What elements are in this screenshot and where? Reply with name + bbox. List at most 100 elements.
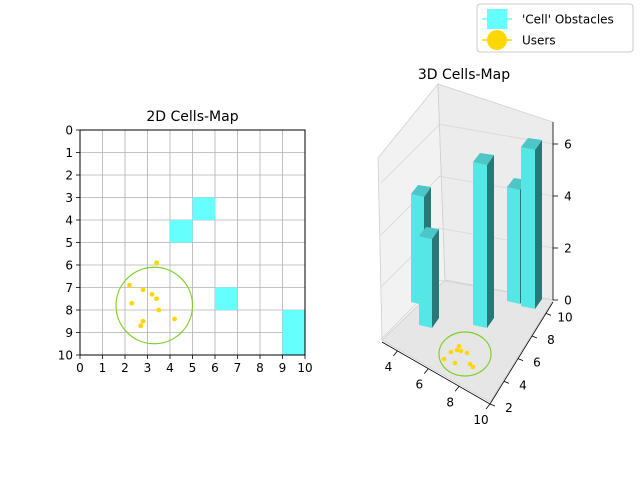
x3d-tick-label: 6 [415,378,423,392]
x-tick-label: 6 [211,361,219,375]
legend-frame [476,3,634,53]
z3d-tick-label: 0 [564,294,572,308]
bar-top-face [521,138,542,150]
user-point [149,291,155,297]
bar-front-face [419,236,432,328]
x-tick-label: 4 [166,361,174,375]
chart-2d-x-ticks: 0 1 2 3 4 5 6 7 8 9 10 [76,355,313,375]
chart-2d-users [127,260,177,329]
x3d-tick-label: 8 [446,395,454,409]
user-point-3d [452,360,458,366]
x3d-tick-mark [423,368,429,374]
legend-obstacles-label: 'Cell' Obstacles [522,13,614,27]
user-point [127,282,132,288]
coverage-circle-3d [438,331,492,377]
y3d-tick-mark [545,312,552,316]
grid-line-z [380,175,441,236]
chart-3d-users [441,343,476,370]
bar-top-face [473,153,494,165]
user-point [140,318,146,324]
chart-2d-coverage [115,266,194,345]
user-point-3d [464,350,470,356]
y-tick-label: 10 [58,349,73,363]
bar-front-face [521,147,535,309]
y-tick-label: 1 [65,146,73,160]
bar-side-face [432,229,439,328]
legend-users-label: Users [522,34,556,48]
bar-front-face [507,187,520,304]
user-point [154,296,159,302]
legend: 'Cell' Obstacles Users [476,3,634,53]
bar-top-face [411,185,431,197]
bar-side-face [487,155,494,328]
legend-item-obstacles: 'Cell' Obstacles [482,9,614,29]
user-point [138,323,144,329]
obstacle-cell [215,287,238,310]
y3d-tick-label: 8 [547,333,555,347]
z3d-tick-label: 4 [564,190,572,204]
chart-3d-x-axis-line [381,341,491,405]
obstacle-cell [192,197,215,220]
bar-side-face [535,140,542,309]
z3d-tick-label: 6 [564,138,572,152]
x-tick-label: 1 [99,361,107,375]
bar-3d [473,153,494,328]
x-tick-label: 3 [144,361,152,375]
y-tick-label: 5 [65,236,73,250]
y-tick-label: 9 [65,326,73,340]
x3d-tick-mark [454,386,460,392]
user-point-3d [454,347,460,353]
chart-2d-title: 2D Cells-Map [146,109,238,125]
chart-2d-y-ticks: 0 1 2 3 4 5 6 7 8 9 10 [58,124,80,363]
x3d-tick-mark [485,403,491,410]
y-tick-label: 3 [65,191,73,205]
chart-3d-y-axis-line [489,301,554,405]
grid-line-z [380,123,441,184]
y-tick-label: 0 [65,124,73,138]
obstacle-cell [282,332,305,355]
bar-3d [419,227,439,328]
legend-users-marker [487,30,507,50]
y3d-tick-label: 2 [505,401,513,415]
z3d-tick-label: 2 [564,242,572,256]
y-tick-label: 7 [65,281,73,295]
x-tick-label: 5 [189,361,197,375]
x-tick-label: 2 [121,361,129,375]
x-tick-label: 0 [76,361,84,375]
x-tick-label: 10 [297,361,312,375]
user-point-3d [448,349,454,355]
bar-3d [521,138,542,309]
bar-top-face [419,227,439,239]
x3d-tick-label: 10 [473,413,488,427]
user-point-3d [470,364,476,370]
y-tick-label: 2 [65,169,73,183]
coverage-circle [115,266,194,345]
legend-item-users: Users [482,30,556,50]
user-point-3d [441,356,447,362]
y3d-tick-label: 10 [557,310,572,324]
legend-obstacles-marker [487,9,507,29]
user-point [154,260,159,266]
y3d-tick-mark [517,358,524,362]
x-tick-label: 7 [234,361,242,375]
obstacle-cell [170,220,193,243]
chart-2d-obstacles [170,197,305,355]
user-point-3d [458,348,464,354]
user-point [156,307,162,313]
y-tick-label: 4 [65,214,73,228]
chart-3d-bars [411,138,542,328]
x3d-tick-mark [393,350,398,357]
user-point [172,316,177,322]
x3d-tick-label: 4 [385,360,393,374]
y3d-tick-mark [531,335,538,339]
user-point [140,287,146,293]
y3d-tick-label: 6 [533,356,541,370]
obstacle-cell [282,310,305,333]
y3d-tick-label: 4 [519,378,527,392]
chart-3d-coverage [438,331,492,377]
user-point-3d [467,361,473,367]
